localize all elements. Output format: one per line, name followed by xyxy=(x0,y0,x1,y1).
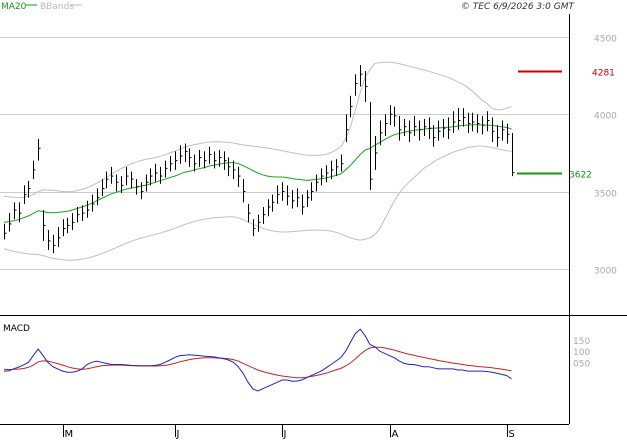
price-bars xyxy=(4,64,515,254)
price-markers: 4281 3622 xyxy=(517,69,615,181)
month-label: J xyxy=(176,429,180,440)
bb-upper-line xyxy=(3,61,512,199)
bb-lower-line xyxy=(3,145,512,261)
price-marker-label: 3622 xyxy=(569,171,592,181)
legend-ma20: MA20 xyxy=(1,2,27,12)
copyright-text: © TEC 6/9/2026 3:0 GMT xyxy=(461,2,576,12)
macd-tick-label: 150 xyxy=(573,337,590,347)
macd-line xyxy=(3,328,512,392)
legend-bbands: BBands xyxy=(40,2,74,12)
macd-title: MACD xyxy=(3,324,30,334)
ma20-line xyxy=(3,124,512,223)
macd-signal-line xyxy=(3,346,512,379)
price-tick-label: 4000 xyxy=(594,112,617,122)
month-label: M xyxy=(65,429,74,440)
macd-lines xyxy=(3,328,512,392)
price-tick-label: 3500 xyxy=(594,190,617,200)
ma20-path xyxy=(3,124,512,223)
month-label: A xyxy=(392,429,399,440)
month-label: S xyxy=(509,429,515,440)
bollinger-bands xyxy=(3,61,512,261)
price-grid xyxy=(0,37,569,270)
price-tick-label: 4500 xyxy=(594,35,617,45)
price-axis: 3000 3500 4000 4500 xyxy=(594,35,617,277)
price-tick-label: 3000 xyxy=(594,267,617,277)
macd-tick-label: 100 xyxy=(573,348,590,358)
month-label: J xyxy=(283,429,287,440)
price-marker-label: 4281 xyxy=(592,69,615,79)
macd-tick-label: 050 xyxy=(573,359,590,369)
